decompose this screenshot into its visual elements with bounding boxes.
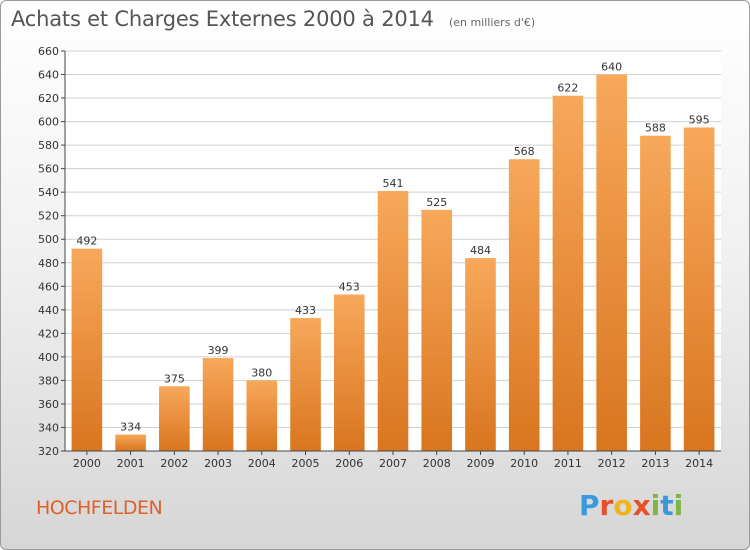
x-tick-label: 2007 <box>379 457 407 470</box>
x-tick-label: 2014 <box>685 457 713 470</box>
logo-letter: t <box>660 489 674 522</box>
bar-2009 <box>465 258 496 451</box>
chart-subtitle: (en milliers d'€) <box>448 16 536 29</box>
bar-2008 <box>421 209 453 451</box>
data-label: 380 <box>251 366 272 379</box>
data-label: 595 <box>689 113 710 126</box>
bar-2012 <box>596 74 627 451</box>
bar-2003 <box>202 358 234 451</box>
x-tick-label: 2011 <box>554 457 582 470</box>
data-label: 453 <box>339 281 360 294</box>
bar-2013 <box>640 135 671 452</box>
x-tick-label: 2008 <box>423 457 451 470</box>
title-row: Achats et Charges Externes 2000 à 2014 (… <box>11 7 535 31</box>
y-tick-label: 460 <box>38 280 59 293</box>
x-tick-label: 2001 <box>117 457 145 470</box>
y-tick-label: 500 <box>38 233 59 246</box>
bar-2014 <box>683 127 715 452</box>
bar-2004 <box>246 380 278 451</box>
y-tick-label: 580 <box>38 139 59 152</box>
y-tick-label: 360 <box>38 398 59 411</box>
town-name: HOCHFELDEN <box>36 497 163 519</box>
bar-2002 <box>159 386 190 451</box>
y-tick-label: 600 <box>38 116 59 129</box>
y-tick-label: 620 <box>38 92 59 105</box>
y-tick-label: 340 <box>38 421 59 434</box>
y-tick-label: 420 <box>38 327 59 340</box>
x-tick-label: 2013 <box>641 457 669 470</box>
data-label: 588 <box>645 122 666 135</box>
data-label: 622 <box>557 82 578 95</box>
proxiti-logo: Proxiti <box>579 489 683 522</box>
y-tick-label: 320 <box>38 445 59 458</box>
data-label: 334 <box>120 421 141 434</box>
bar-2005 <box>290 318 321 451</box>
data-label: 484 <box>470 244 491 257</box>
data-label: 492 <box>76 235 97 248</box>
logo-letter: i <box>650 489 661 522</box>
bar-2006 <box>333 294 365 451</box>
logo-letter: i <box>673 489 684 522</box>
bar-2007 <box>377 191 409 451</box>
x-tick-label: 2006 <box>335 457 363 470</box>
axes: 320 340 360 380 400 420 440 460 480 500 520 540 560 5… <box>38 45 721 470</box>
x-tick-label: 2000 <box>73 457 101 470</box>
y-tick-label: 640 <box>38 69 59 82</box>
bar-2000 <box>71 248 103 451</box>
bars: 492 334 375 399 380 433 453 541 525 484 568 622 640 5… <box>71 61 715 452</box>
data-label: 640 <box>601 61 622 74</box>
x-tick-label: 2005 <box>292 457 320 470</box>
x-tick-label: 2003 <box>204 457 232 470</box>
y-tick-label: 660 <box>38 45 59 58</box>
x-tick-label: 2009 <box>466 457 494 470</box>
logo-letter: P <box>579 489 600 522</box>
y-tick-label: 540 <box>38 186 59 199</box>
x-tick-label: 2012 <box>598 457 626 470</box>
y-tick-label: 560 <box>38 163 59 176</box>
logo-letter: r <box>599 489 614 522</box>
data-label: 568 <box>514 145 535 158</box>
x-tick-label: 2004 <box>248 457 276 470</box>
chart-title: Achats et Charges Externes 2000 à 2014 <box>11 7 434 31</box>
y-tick-label: 380 <box>38 374 59 387</box>
logo-letter: x <box>632 489 651 522</box>
x-tick-label: 2002 <box>160 457 188 470</box>
data-label: 433 <box>295 304 316 317</box>
y-tick-label: 400 <box>38 351 59 364</box>
x-tick-label: 2010 <box>510 457 538 470</box>
data-label: 541 <box>383 177 404 190</box>
data-label: 399 <box>208 344 229 357</box>
bar-2011 <box>552 95 584 452</box>
bar-2001 <box>115 434 146 451</box>
y-tick-label: 440 <box>38 304 59 317</box>
logo-letter: o <box>613 489 633 522</box>
data-label: 375 <box>164 372 185 385</box>
data-label: 525 <box>426 196 447 209</box>
y-tick-label: 480 <box>38 257 59 270</box>
y-tick-label: 520 <box>38 210 59 223</box>
bar-2010 <box>508 159 540 451</box>
